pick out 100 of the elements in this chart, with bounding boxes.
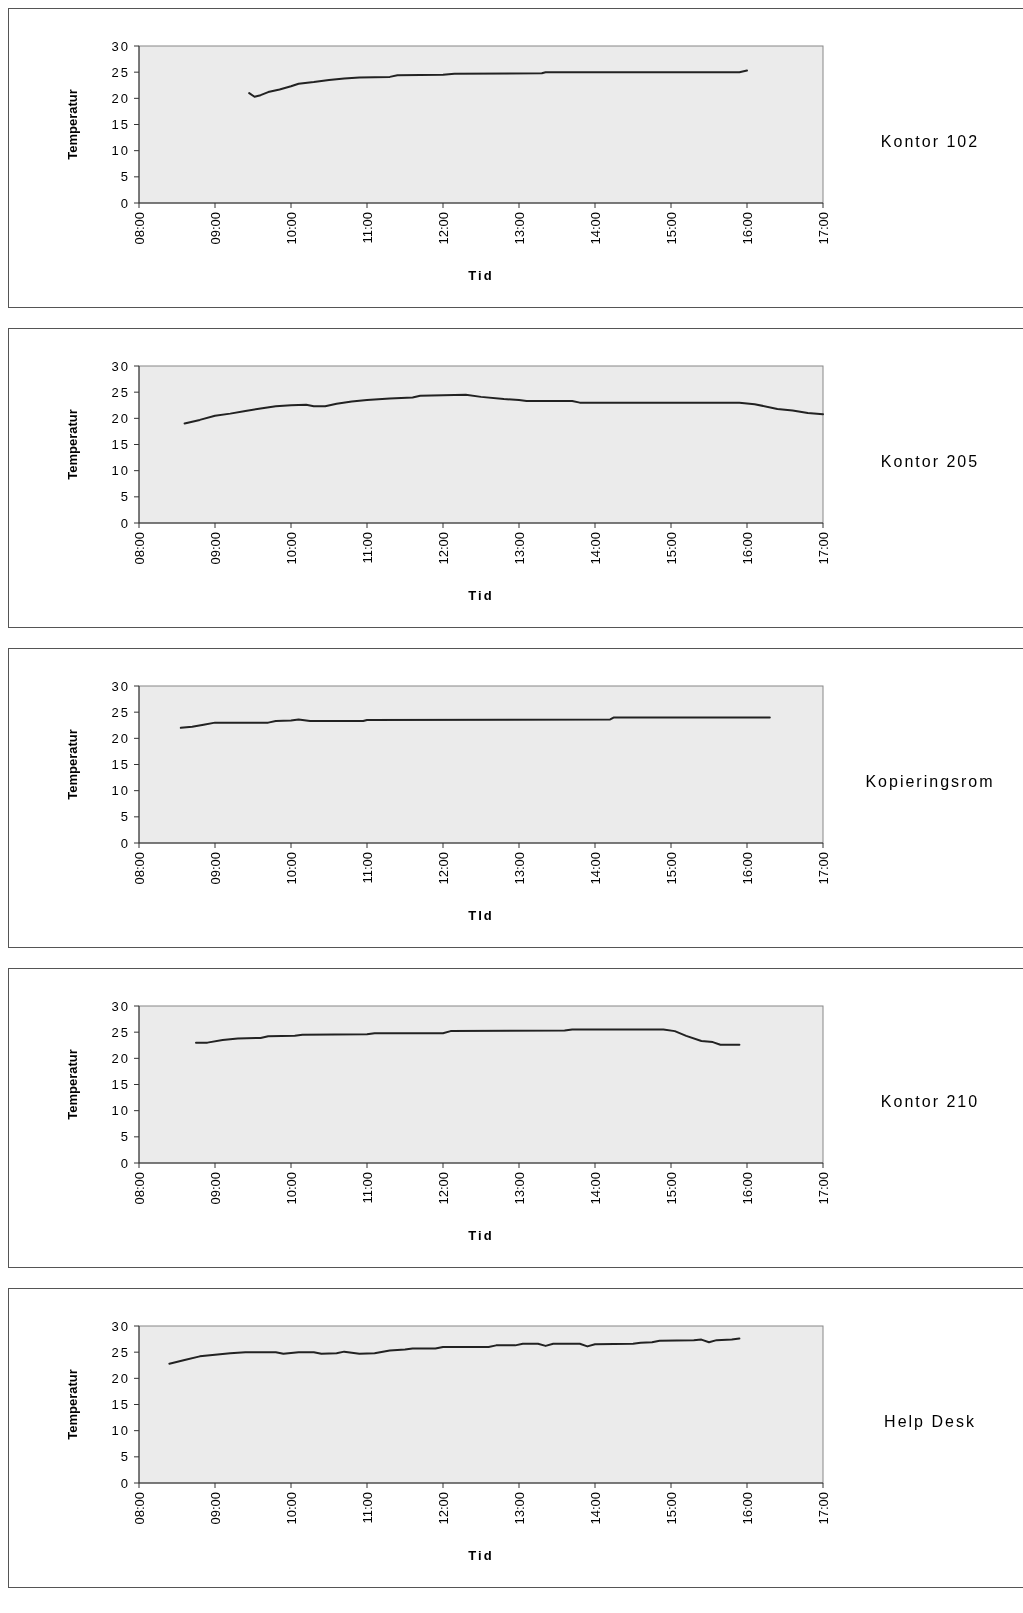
x-tick-label: 14:00	[587, 532, 603, 565]
x-tick-label: 14:00	[587, 852, 603, 885]
y-tick-label: 10	[111, 1423, 130, 1439]
x-tick-label: 11:00	[359, 852, 375, 884]
x-tick-label: 15:00	[663, 532, 679, 565]
y-tick-label: 15	[111, 1397, 130, 1413]
x-tick-label: 10:00	[283, 1172, 299, 1205]
y-tick-label: 25	[111, 1024, 130, 1040]
y-tick-label: 5	[120, 489, 130, 505]
y-tick-label: 5	[120, 1129, 130, 1145]
y-tick-label: 0	[120, 515, 130, 531]
y-tick-label: 30	[111, 678, 130, 694]
y-tick-label: 10	[111, 463, 130, 479]
y-tick-label: 10	[111, 783, 130, 799]
x-tick-label: 15:00	[663, 852, 679, 885]
x-tick-label: 12:00	[435, 1492, 451, 1525]
y-tick-label: 25	[111, 384, 130, 400]
y-tick-label: 30	[111, 1318, 130, 1334]
x-tick-label: 10:00	[283, 852, 299, 885]
y-tick-label: 30	[111, 38, 130, 54]
y-tick-label: 10	[111, 143, 130, 159]
y-tick-label: 15	[111, 437, 130, 453]
x-tick-label: 11:00	[359, 212, 375, 244]
text: Help Desk	[884, 1412, 976, 1430]
y-tick-label: 0	[120, 835, 130, 851]
x-tick-label: 14:00	[587, 212, 603, 245]
x-tick-label: 12:00	[435, 852, 451, 885]
text: Kontor 102	[880, 132, 980, 150]
y-tick-label: 25	[111, 1344, 130, 1360]
y-axis-title: Temperatur	[65, 729, 80, 800]
x-tick-label: 17:00	[815, 1172, 831, 1205]
x-tick-label: 13:00	[511, 212, 527, 245]
x-tick-label: 17:00	[815, 212, 831, 245]
y-axis-title: Temperatur	[65, 1369, 80, 1440]
y-tick-label: 0	[120, 1155, 130, 1171]
x-tick-label: 12:00	[435, 212, 451, 245]
x-tick-label: 08:00	[131, 1492, 147, 1525]
text: Kopieringsrom	[865, 772, 995, 790]
y-tick-label: 5	[120, 809, 130, 825]
x-tick-label: 08:00	[131, 532, 147, 565]
x-tick-label: 12:00	[435, 1172, 451, 1205]
line-series	[195, 1028, 741, 1046]
line-series	[179, 716, 771, 729]
y-tick-label: 15	[111, 117, 130, 133]
x-tick-label: 09:00	[207, 532, 223, 565]
y-tick-label: 5	[120, 1449, 130, 1465]
line-series	[183, 393, 824, 425]
x-tick-label: 10:00	[283, 532, 299, 565]
x-tick-label: 16:00	[739, 212, 755, 245]
line-series	[248, 69, 748, 98]
x-tick-label: 08:00	[131, 852, 147, 885]
x-tick-label: 17:00	[815, 532, 831, 565]
x-tick-label: 17:00	[815, 852, 831, 885]
x-tick-label: 15:00	[663, 1492, 679, 1525]
text: Kontor 210	[880, 1092, 980, 1110]
x-tick-label: 15:00	[663, 212, 679, 245]
y-tick-label: 10	[111, 1103, 130, 1119]
x-axis-title: Tid	[468, 1228, 494, 1243]
y-tick-label: 15	[111, 757, 130, 773]
y-tick-label: 0	[120, 1475, 130, 1491]
x-tick-label: 14:00	[587, 1492, 603, 1525]
x-tick-label: 16:00	[739, 1492, 755, 1525]
x-tick-label: 13:00	[511, 1172, 527, 1205]
x-tick-label: 11:00	[359, 532, 375, 564]
x-tick-label: 16:00	[739, 1172, 755, 1205]
x-tick-label: 17:00	[815, 1492, 831, 1525]
x-tick-label: 13:00	[511, 532, 527, 565]
x-tick-label: 09:00	[207, 1492, 223, 1525]
x-tick-label: 09:00	[207, 1172, 223, 1205]
x-tick-label: 10:00	[283, 212, 299, 245]
x-tick-label: 15:00	[663, 1172, 679, 1205]
x-axis-title: Tid	[468, 588, 494, 603]
x-tick-label: 16:00	[739, 852, 755, 885]
y-tick-label: 5	[120, 169, 130, 185]
y-tick-label: 30	[111, 358, 130, 374]
y-tick-label: 30	[111, 998, 130, 1014]
line-series	[168, 1337, 741, 1365]
y-tick-label: 15	[111, 1077, 130, 1093]
x-tick-label: 12:00	[435, 532, 451, 565]
y-tick-label: 20	[111, 90, 130, 106]
x-axis-title: Tid	[468, 1548, 494, 1563]
x-tick-label: 13:00	[511, 1492, 527, 1525]
x-tick-label: 11:00	[359, 1172, 375, 1204]
x-tick-label: 09:00	[207, 212, 223, 245]
x-tick-label: 08:00	[131, 1172, 147, 1205]
x-tick-label: 10:00	[283, 1492, 299, 1525]
x-tick-label: 11:00	[359, 1492, 375, 1524]
y-tick-label: 25	[111, 64, 130, 80]
x-axis-title: Tid	[468, 268, 494, 283]
y-tick-label: 0	[120, 195, 130, 211]
y-tick-label: 20	[111, 730, 130, 746]
y-axis-title: Temperatur	[65, 409, 80, 480]
x-tick-label: 13:00	[511, 852, 527, 885]
y-axis-title: Temperatur	[65, 1049, 80, 1120]
x-tick-label: 14:00	[587, 1172, 603, 1205]
y-tick-label: 20	[111, 410, 130, 426]
y-tick-label: 20	[111, 1050, 130, 1066]
x-axis-title: TId	[468, 908, 494, 923]
text: Kontor 205	[880, 452, 980, 470]
y-tick-label: 20	[111, 1370, 130, 1386]
